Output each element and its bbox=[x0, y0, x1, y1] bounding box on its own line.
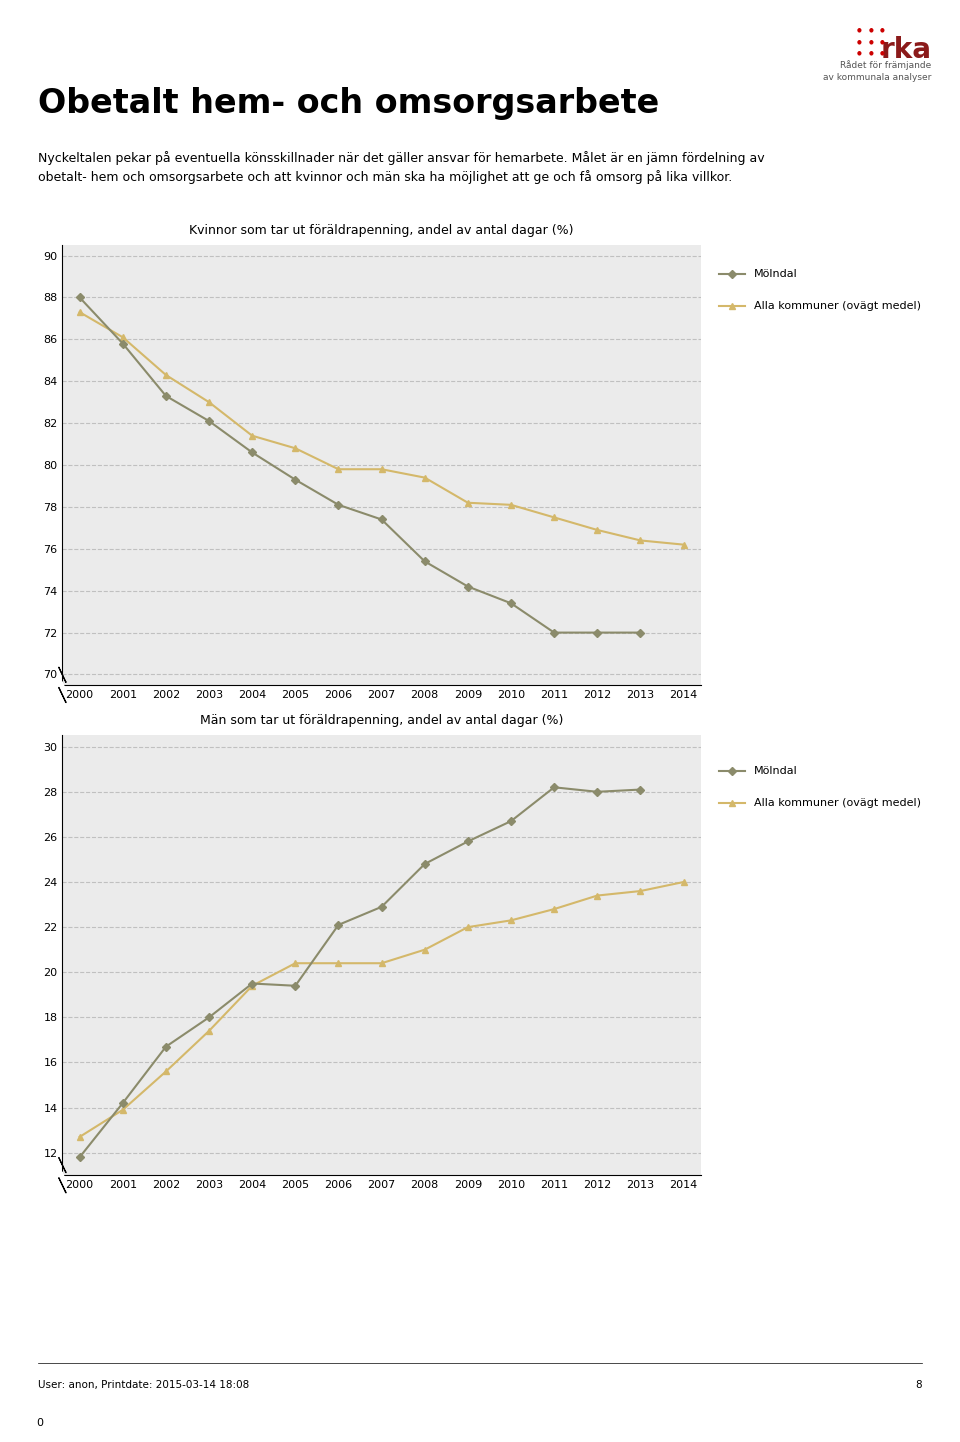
Text: ●: ● bbox=[880, 50, 884, 55]
Text: Obetalt hem- och omsorgsarbete: Obetalt hem- och omsorgsarbete bbox=[38, 87, 660, 120]
Text: ●: ● bbox=[857, 39, 861, 43]
Text: ●: ● bbox=[869, 50, 873, 55]
Text: rka: rka bbox=[880, 36, 931, 63]
Title: Män som tar ut föräldrapenning, andel av antal dagar (%): Män som tar ut föräldrapenning, andel av… bbox=[200, 714, 564, 727]
Text: 0: 0 bbox=[36, 1419, 43, 1429]
Text: User: anon, Printdate: 2015-03-14 18:08: User: anon, Printdate: 2015-03-14 18:08 bbox=[38, 1380, 250, 1390]
Text: Mölndal: Mölndal bbox=[754, 270, 798, 278]
Text: ●: ● bbox=[869, 27, 873, 32]
Text: ●: ● bbox=[857, 27, 861, 32]
Text: obetalt- hem och omsorgsarbete och att kvinnor och män ska ha möjlighet att ge o: obetalt- hem och omsorgsarbete och att k… bbox=[38, 170, 732, 185]
Title: Kvinnor som tar ut föräldrapenning, andel av antal dagar (%): Kvinnor som tar ut föräldrapenning, ande… bbox=[189, 224, 574, 236]
Text: ●: ● bbox=[880, 39, 884, 43]
Text: Nyckeltalen pekar på eventuella könsskillnader när det gäller ansvar för hemarbe: Nyckeltalen pekar på eventuella könsskil… bbox=[38, 151, 765, 166]
Text: ●: ● bbox=[880, 27, 884, 32]
Text: ●: ● bbox=[857, 50, 861, 55]
Text: Rådet för främjande
av kommunala analyser: Rådet för främjande av kommunala analyse… bbox=[823, 61, 931, 82]
Text: 8: 8 bbox=[915, 1380, 922, 1390]
Text: Alla kommuner (ovägt medel): Alla kommuner (ovägt medel) bbox=[754, 799, 921, 808]
Text: ●: ● bbox=[869, 39, 873, 43]
Text: Mölndal: Mölndal bbox=[754, 767, 798, 776]
Text: Alla kommuner (ovägt medel): Alla kommuner (ovägt medel) bbox=[754, 301, 921, 310]
